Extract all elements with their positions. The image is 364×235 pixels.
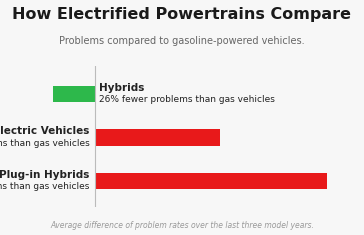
Text: How Electrified Powertrains Compare: How Electrified Powertrains Compare (12, 7, 352, 22)
Bar (54, 86, 95, 102)
Text: Plug-in Hybrids: Plug-in Hybrids (0, 170, 90, 180)
Bar (95, 172, 327, 189)
Text: Problems compared to gasoline-powered vehicles.: Problems compared to gasoline-powered ve… (59, 36, 305, 47)
Text: Hybrids: Hybrids (99, 83, 145, 93)
Text: Electric Vehicles: Electric Vehicles (0, 126, 90, 136)
Text: 146% more problems than gas vehicles: 146% more problems than gas vehicles (0, 182, 90, 191)
Text: 26% fewer problems than gas vehicles: 26% fewer problems than gas vehicles (99, 95, 275, 104)
Text: Average difference of problem rates over the last three model years.: Average difference of problem rates over… (50, 221, 314, 230)
Bar (95, 129, 220, 146)
Text: 79% more problems than gas vehicles: 79% more problems than gas vehicles (0, 138, 90, 148)
